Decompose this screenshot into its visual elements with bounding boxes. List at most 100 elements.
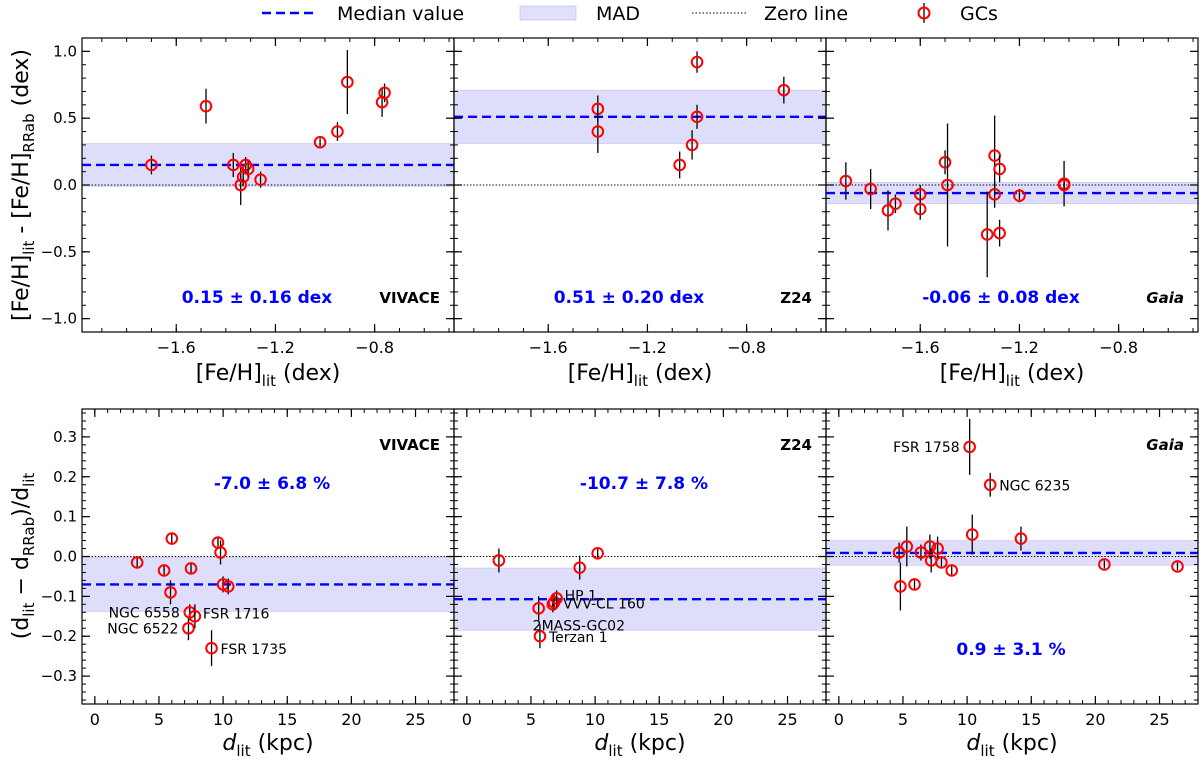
gc-point xyxy=(165,532,179,545)
ylabel-part: (dex) xyxy=(9,49,34,113)
y-tick-label: 0.3 xyxy=(53,428,77,446)
catalog-tag: Gaia xyxy=(1146,436,1184,454)
xlabel-part: [Fe/H] xyxy=(568,361,634,386)
plot-area xyxy=(82,532,454,667)
x-tick-label: 10 xyxy=(585,710,605,729)
catalog-tag: Z24 xyxy=(780,289,812,307)
plot-area xyxy=(826,418,1198,611)
ylabel-part: − d xyxy=(9,556,34,602)
stat-text: -0.06 ± 0.08 dex xyxy=(922,288,1080,308)
catalog-tag: VIVACE xyxy=(379,289,440,307)
gc-point xyxy=(184,562,198,575)
ylabel-sub: lit xyxy=(20,602,38,616)
gc-point xyxy=(983,478,997,492)
x-tick-label: 15 xyxy=(649,710,669,729)
ylabel-sub: lit xyxy=(20,241,38,255)
legend-label: Median value xyxy=(337,3,464,25)
xlabel-part: (dex) xyxy=(276,361,340,386)
gc-point xyxy=(241,162,255,176)
gc-point xyxy=(199,99,213,113)
xlabel-sub: lit xyxy=(608,742,622,760)
gc-point xyxy=(993,226,1006,240)
stat-text: 0.51 ± 0.20 dex xyxy=(554,288,705,308)
x-tick-label: 20 xyxy=(713,710,733,729)
xlabel-part: (dex) xyxy=(1020,361,1084,386)
x-tick-label: 25 xyxy=(405,710,425,729)
x-tick-label: 0 xyxy=(834,710,844,729)
y-tick-label: −0.1 xyxy=(41,587,77,605)
panel-top-z24: −1.6 −1.2 −0.8 Z24 0.51 ± 0.20 dex xyxy=(453,37,827,357)
stat-text: 0.15 ± 0.16 dex xyxy=(182,288,333,308)
xlabel-part: d xyxy=(966,731,981,756)
gc-point xyxy=(130,556,144,569)
gc-point xyxy=(941,178,954,192)
gc-point xyxy=(913,202,927,216)
plot-area xyxy=(82,50,454,206)
ylabel-part: )/d xyxy=(9,487,34,517)
x-tick-label: −1.2 xyxy=(256,338,295,357)
gc-point xyxy=(1013,189,1026,202)
xlabel-part: (dex) xyxy=(648,361,712,386)
bottom-xlabel: dlit (kpc) xyxy=(594,731,685,760)
plot-area xyxy=(454,51,826,186)
x-tick-label: 0 xyxy=(462,710,472,729)
xlabel-part: (kpc) xyxy=(995,731,1058,756)
gc-point xyxy=(894,580,907,593)
gc-point xyxy=(777,83,791,97)
gc-point xyxy=(1014,532,1028,545)
x-tick-label: 5 xyxy=(154,710,164,729)
xlabel-part: d xyxy=(594,731,609,756)
y-tick-label: −0.2 xyxy=(41,627,77,645)
xlabel-sub: lit xyxy=(236,742,250,760)
gc-point xyxy=(980,228,994,241)
bottom-ylabel: (dlit − dRRab)/dlit xyxy=(9,473,38,640)
cluster-label: FSR 1735 xyxy=(221,642,288,658)
x-tick-label: 5 xyxy=(898,710,908,729)
gc-point xyxy=(923,540,937,553)
gc-point xyxy=(254,173,267,186)
x-tick-label: −1.2 xyxy=(1000,338,1039,357)
gc-point xyxy=(188,609,202,623)
gc-point xyxy=(935,556,948,569)
x-tick-label: −0.8 xyxy=(727,338,766,357)
cluster-label: HP 1 xyxy=(565,588,597,604)
xlabel-sub: lit xyxy=(1006,372,1020,390)
gc-point xyxy=(205,641,218,655)
cluster-label: NGC 6235 xyxy=(999,479,1070,495)
gc-point xyxy=(591,547,604,560)
gc-point xyxy=(988,188,1001,201)
ylabel-sub: RRab xyxy=(20,517,38,556)
gc-point xyxy=(685,138,699,152)
gc-point xyxy=(533,629,547,643)
gc-point xyxy=(492,554,506,567)
gc-point xyxy=(157,564,171,577)
gc-point xyxy=(993,162,1006,176)
gc-point xyxy=(1098,558,1111,571)
gc-point xyxy=(313,135,327,149)
legend-label: Zero line xyxy=(764,3,848,25)
panel-top-vivace: −1.6 −1.2 −0.8 −1.0 −0.5 0.0 0.5 1.0 VIVACE 0.15 … xyxy=(41,37,455,357)
legend-label: MAD xyxy=(596,3,640,25)
x-tick-label: 10 xyxy=(213,710,233,729)
gc-point xyxy=(889,197,902,211)
cluster-label: NGC 6558 xyxy=(109,605,180,621)
cluster-label: NGC 6522 xyxy=(107,621,178,637)
gc-point xyxy=(673,158,686,172)
catalog-tag: Gaia xyxy=(1146,289,1184,307)
catalog-tag: Z24 xyxy=(780,436,812,454)
xlabel-part: d xyxy=(222,731,237,756)
xlabel-part: (kpc) xyxy=(251,731,314,756)
gc-point xyxy=(331,125,344,138)
gc-point xyxy=(532,602,545,615)
x-tick-label: 15 xyxy=(1021,710,1041,729)
gc-point xyxy=(931,542,944,555)
gc-point xyxy=(690,55,704,69)
cluster-label: VVV-CL 160 xyxy=(563,596,645,612)
panel-top-gaia: −1.6 −1.2 −0.8 Gaia -0.06 ± 0.08 dex xyxy=(825,37,1199,357)
cluster-label: FSR 1758 xyxy=(893,440,960,456)
gc-point xyxy=(226,158,240,172)
gc-point xyxy=(550,592,563,605)
stat-text: 0.9 ± 3.1 % xyxy=(956,640,1065,660)
